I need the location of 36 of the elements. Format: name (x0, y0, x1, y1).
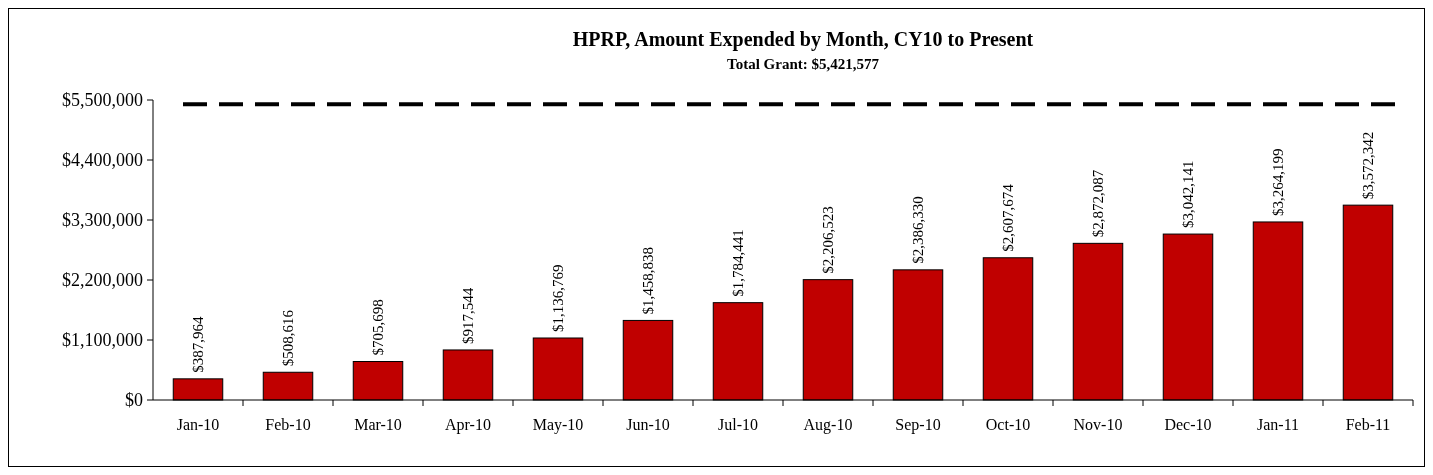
chart-subtitle: Total Grant: $5,421,577 (727, 56, 880, 72)
x-tick-label: Nov-10 (1073, 416, 1123, 433)
data-label: $3,572,342 (1360, 131, 1376, 200)
x-tick-label: Aug-10 (803, 416, 853, 434)
x-tick-label: Jul-10 (718, 416, 758, 433)
y-tick-label: $2,200,000 (62, 270, 143, 291)
data-label: $508,616 (280, 309, 296, 367)
x-tick-label: Jun-10 (626, 416, 670, 433)
data-label: $1,458,838 (640, 246, 656, 315)
x-tick-label: Feb-10 (265, 416, 311, 433)
x-tick-label: Jan-10 (176, 416, 220, 433)
y-tick-label: $1,100,000 (62, 330, 143, 351)
data-label: $3,042,141 (1180, 160, 1196, 229)
x-tick-label: Oct-10 (985, 416, 1031, 433)
y-tick-label: $5,500,000 (62, 90, 143, 111)
data-label: $2,607,674 (1000, 183, 1016, 252)
data-label: $1,136,769 (550, 264, 566, 332)
data-label: $705,698 (370, 299, 386, 356)
x-tick-label: Dec-10 (1164, 416, 1212, 433)
x-tick-label: May-10 (532, 416, 584, 434)
x-tick-label: Apr-10 (445, 416, 491, 434)
data-label: $2,206,523 (820, 206, 836, 274)
y-tick-label: $4,400,000 (62, 150, 143, 171)
data-label: $3,264,199 (1270, 148, 1286, 216)
x-tick-label: Sep-10 (895, 416, 941, 434)
y-tick-label: $3,300,000 (62, 210, 143, 231)
chart-title: HPRP, Amount Expended by Month, CY10 to Present (572, 28, 1034, 51)
data-label: $2,386,330 (910, 196, 926, 264)
data-label: $1,784,441 (730, 229, 746, 297)
data-label: $917,544 (460, 287, 476, 344)
x-tick-label: Mar-10 (354, 416, 402, 433)
y-tick-label: $0 (125, 390, 143, 411)
x-tick-label: Jan-11 (1256, 416, 1300, 433)
data-label: $2,872,087 (1090, 169, 1106, 238)
data-label: $387,964 (190, 316, 206, 373)
x-tick-label: Feb-11 (1345, 416, 1391, 433)
